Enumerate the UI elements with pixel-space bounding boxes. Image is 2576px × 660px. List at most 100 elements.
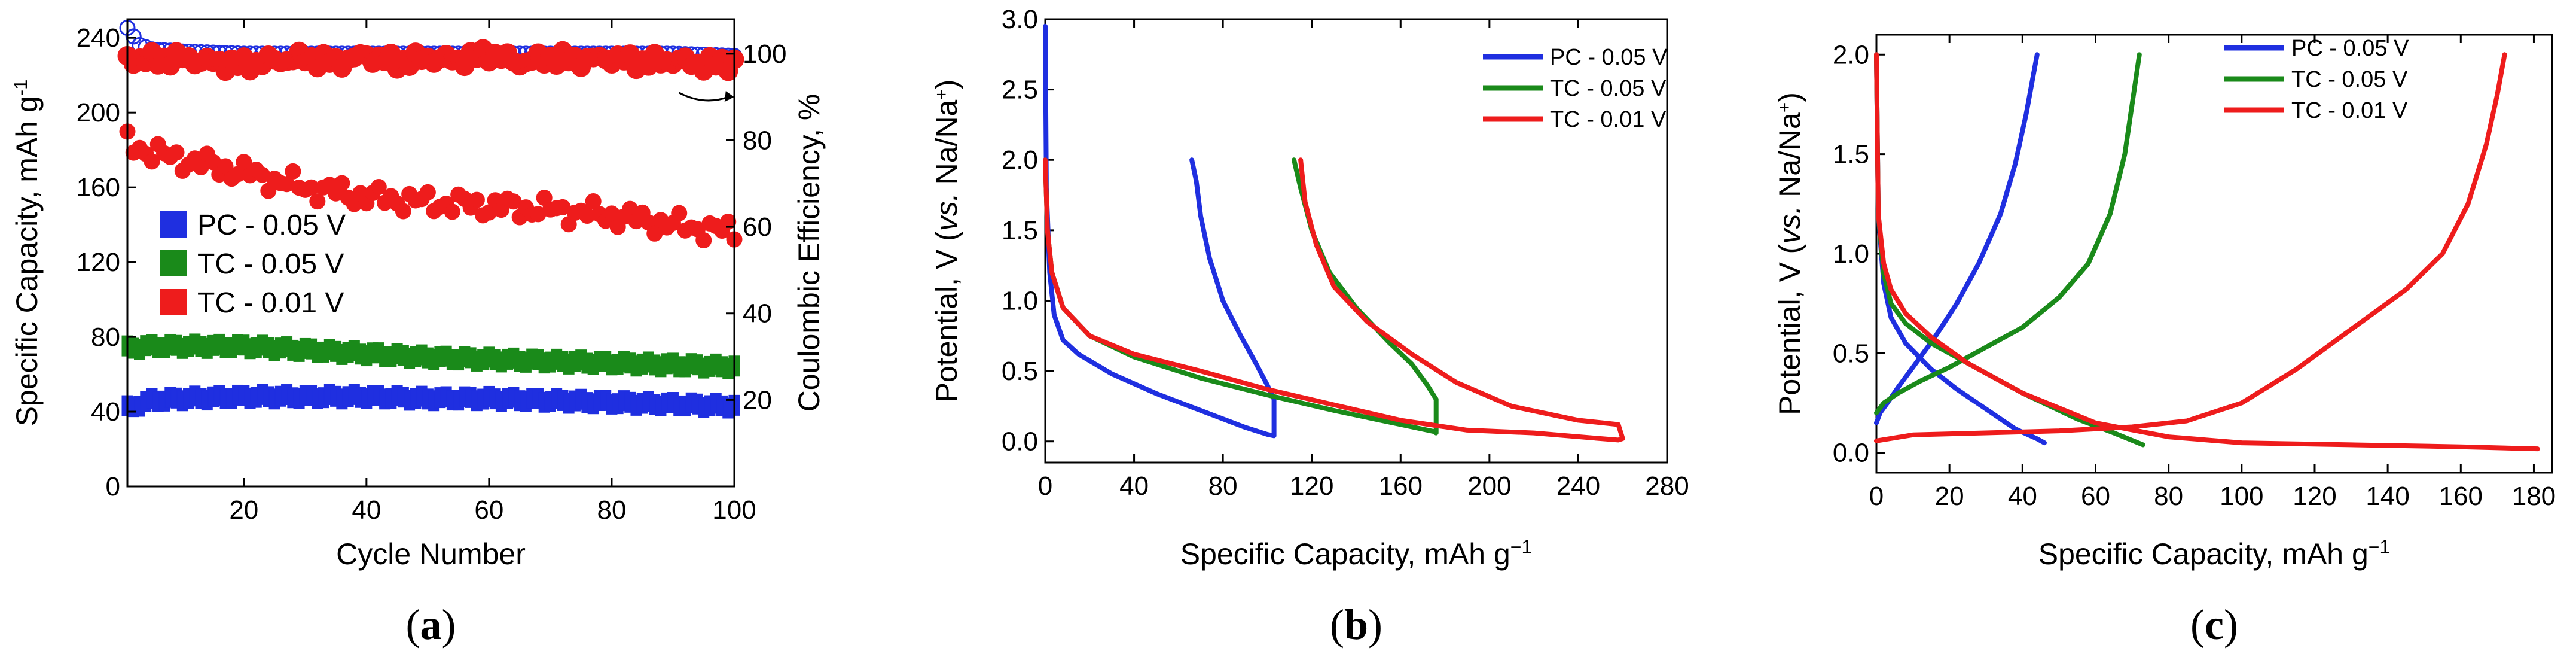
data-point [370,178,387,195]
y-tick-label: 80 [91,323,120,352]
legend-label: PC - 0.05 V [2291,36,2409,61]
panel-label-letter: c [2205,601,2224,649]
y2-tick-label: 80 [743,126,772,155]
panel-label: (c) [2190,601,2238,649]
y-axis-label-part: Potential, V ( [930,231,963,403]
y-axis-label-part: + [1775,102,1794,112]
y-tick-label: 0.0 [1002,427,1038,457]
panel-label-close: ) [1368,601,1382,649]
y-tick-label: 0.0 [1833,439,1869,468]
x-tick-label: 80 [597,495,626,525]
panel-label-open: ( [406,601,420,649]
y-axis-label-part: vs. [1773,206,1806,244]
x-tick-label: 160 [2439,482,2483,511]
x-tick-label: 180 [2512,482,2556,511]
x-tick-label: 80 [1208,472,1238,501]
legend-swatch [160,289,187,315]
series-tc-0-01-v [119,123,743,249]
x-axis-label-sup: −1 [1510,536,1532,558]
x-tick-label: 240 [1556,472,1600,501]
x-tick-label: 40 [1119,472,1149,501]
series-tc-0-01-v [1874,52,2540,452]
legend-label: TC - 0.01 V [2291,98,2408,123]
panel-c: 0 20 40 60 80 100 120 140 160 180 0.0 0.5 1.0 1.5 2.0 P… [1773,34,2556,649]
x-axis-label: Cycle Number [336,537,526,571]
plot-frame [1044,18,1668,464]
x-axis-label: Specific Capacity, mAh g−1 [1180,536,1533,571]
x-axis-label: Specific Capacity, mAh g−1 [2038,536,2391,571]
data-point [309,193,326,210]
x-tick-label: 200 [1467,472,1511,501]
y-axis-label-part: Na/Na [1773,112,1806,206]
series-tc-0-05-v [121,333,740,379]
legend-label: TC - 0.05 V [2291,67,2408,92]
x-tick-label: 80 [2154,482,2183,511]
y-tick-label: 2.0 [1002,145,1038,175]
panel-label-close: ) [442,601,456,649]
x-tick-label: 20 [1935,482,1964,511]
ce-arrowhead [724,91,734,102]
series-tc-0-01-v-charge [1874,52,2507,443]
legend-swatch [160,250,187,276]
plot-frame [1875,34,2553,474]
x-axis-label-sup: −1 [2369,536,2390,558]
y-tick-label: 0 [106,472,120,501]
panel-label-letter: a [420,601,442,649]
y-tick-label: 120 [77,248,120,277]
y-tick-label: 40 [91,397,120,427]
y-axis-label-part: Na/Na [930,99,963,193]
panel-a: 20 40 60 80 100 0 40 80 120 160 200 240 20 40 60 80 100 P… [10,18,826,649]
x-tick-label: 0 [1038,472,1052,501]
x-tick-label: 100 [2220,482,2263,511]
panel-label-close: ) [2224,601,2238,649]
y-tick-label: 160 [77,173,120,202]
series-tc-0-05-v-charge [1874,52,2142,416]
data-point [444,203,460,220]
data-point [285,163,301,180]
series-tc-0-01-v [1043,157,1625,443]
series-pc-0-05-v [1043,23,1277,439]
x-tick-label: 60 [2081,482,2110,511]
y-axis-label-part: Specific Capacity, mAh g [10,96,44,426]
x-tick-label: 100 [712,495,756,525]
data-point [334,175,350,191]
y-axis-label-part: -1 [10,80,31,96]
data-point [395,203,411,220]
legend-label: PC - 0.05 V [1550,45,1668,70]
panel-label-open: ( [1330,601,1344,649]
data-point [419,184,436,200]
panel-label: (b) [1330,601,1382,649]
y-tick-label: 1.0 [1002,286,1038,315]
x-tick-label: 140 [2366,482,2409,511]
ce-arrow [679,92,729,102]
y-axis-label: Potential, V (vs. Na/Na+) [930,80,963,403]
y-tick-label: 240 [77,23,120,53]
y-tick-label: 0.5 [1833,339,1869,368]
plot-frame [126,18,735,488]
x-tick-label: 60 [474,495,503,525]
y2-tick-label: 20 [743,385,772,415]
x-tick-label: 160 [1379,472,1423,501]
data-point [168,144,185,161]
y-tick-label: 1.5 [1002,216,1038,245]
y-axis-label-part: ) [1773,92,1806,102]
data-point [720,213,737,230]
y2-tick-label: 60 [743,212,772,242]
y-axis-label: Specific Capacity, mAh g-1 [10,80,44,427]
data-point [144,153,160,170]
series-pc-0-05-v [121,384,740,419]
panel-label-open: ( [2190,601,2205,649]
x-tick-label: 40 [352,495,381,525]
data-point [468,191,485,208]
y-axis-label-part: Potential, V ( [1773,244,1806,415]
x-axis-label-text: Specific Capacity, mAh g [1180,537,1510,571]
y-tick-label: 0.5 [1002,357,1038,386]
series-tc-0-01-v-ce [117,39,744,81]
x-tick-label: 120 [2293,482,2336,511]
x-tick-label: 120 [1290,472,1333,501]
y-tick-label: 2.5 [1002,75,1038,105]
x-tick-label: 20 [229,495,258,525]
data-point [236,154,252,171]
series-tc-0-05-v [1043,157,1439,436]
